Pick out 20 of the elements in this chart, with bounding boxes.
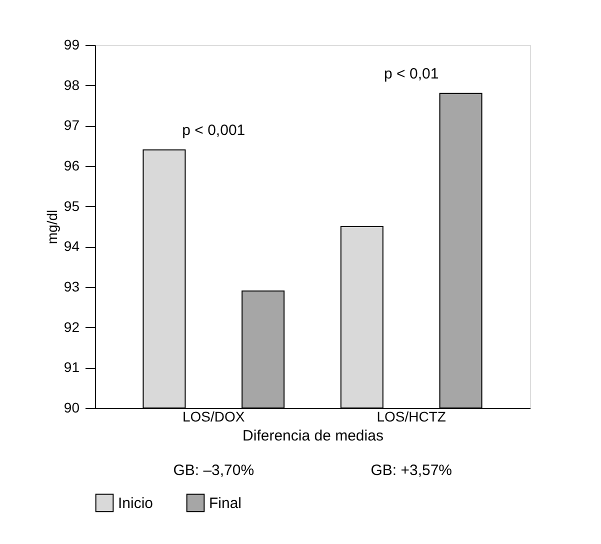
y-tick-label: 98 (64, 76, 80, 93)
y-tick-label: 96 (64, 158, 80, 174)
annotation: p < 0,001 (182, 122, 246, 139)
annotation: p < 0,01 (384, 65, 439, 82)
legend-label: Final (209, 494, 242, 512)
y-tick-label: 91 (64, 359, 80, 376)
y-tick-label: 94 (64, 238, 80, 254)
y-tick-label: 95 (64, 198, 80, 214)
y-tick-label: 97 (64, 117, 80, 134)
y-tick-label: 93 (64, 278, 80, 294)
text: GB: –3,70% (173, 462, 254, 479)
text: GB: +3,57% (370, 462, 452, 479)
y-tick-label: 92 (64, 318, 80, 335)
y-axis-title: mg/dl (44, 210, 60, 244)
x-axis-title: Diferencia de medias (242, 428, 384, 444)
x-tick-label: LOS/HCTZ (376, 408, 446, 424)
legend-label: Inicio (118, 494, 154, 512)
x-tick-label: LOS/DOX (182, 408, 246, 424)
y-tick-label: 90 (64, 400, 80, 416)
y-tick-label: 99 (64, 36, 80, 52)
